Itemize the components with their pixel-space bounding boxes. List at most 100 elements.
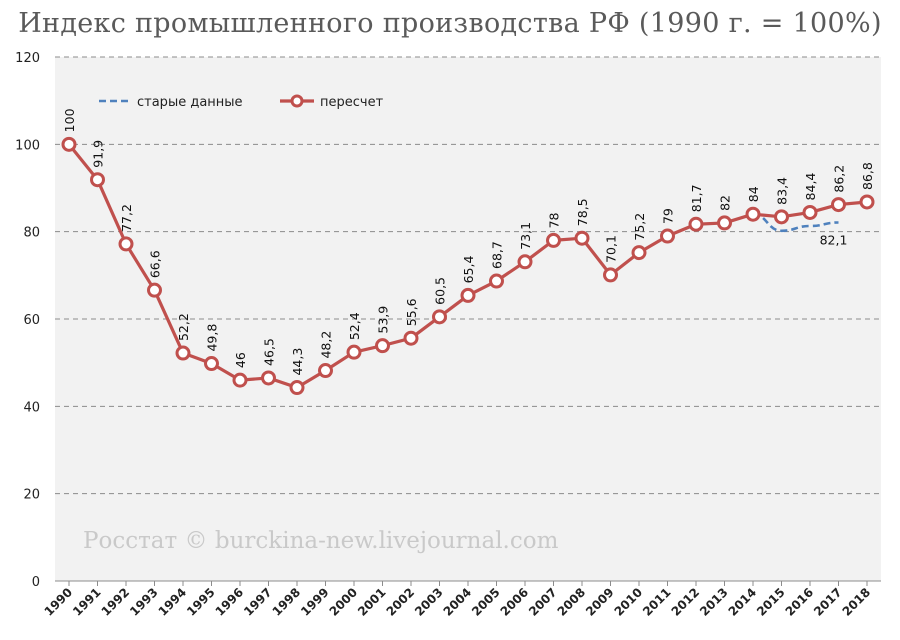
x-tick-label: 2012 (669, 585, 703, 619)
data-label-2005: 68,7 (490, 241, 505, 269)
x-tick-label: 2015 (754, 585, 788, 619)
y-axis-ticks: 0 20 40 60 80 100 120 (15, 51, 40, 590)
data-label-2018: 86,8 (860, 162, 875, 190)
data-label-2010: 75,2 (632, 213, 647, 241)
data-label-2015: 83,4 (775, 177, 790, 205)
x-tick-label: 2005 (469, 585, 503, 619)
legend-label-old: старые данные (137, 95, 243, 110)
data-label-1993: 66,6 (148, 250, 163, 278)
x-tick-label: 2007 (526, 585, 560, 619)
data-point-1993 (147, 282, 162, 298)
data-point-1995 (204, 356, 219, 372)
x-tick-label: 1995 (184, 585, 218, 619)
x-tick-label: 2011 (640, 585, 674, 619)
data-point-2008 (574, 230, 590, 246)
data-point-2012 (688, 216, 704, 232)
x-tick-label: 1993 (127, 585, 161, 619)
data-label-2013: 82 (718, 195, 733, 211)
data-label-1998: 44,3 (290, 348, 305, 376)
y-tick-label: 0 (32, 575, 40, 590)
data-point-2015 (774, 209, 789, 225)
data-point-2016 (802, 204, 818, 220)
y-tick-label: 80 (23, 226, 40, 241)
data-label-1995: 49,8 (205, 324, 220, 352)
data-label-2001: 53,9 (376, 306, 391, 334)
data-label-2016: 84,4 (803, 173, 818, 201)
data-point-1997 (261, 370, 276, 386)
y-tick-label: 100 (15, 138, 40, 153)
x-tick-label: 1999 (298, 585, 332, 619)
legend-marker-main (290, 94, 304, 108)
data-label-1996: 46 (233, 352, 248, 368)
data-point-2014 (745, 206, 761, 222)
data-label-2006: 73,1 (518, 222, 533, 250)
data-point-1996 (232, 372, 248, 388)
data-point-2000 (346, 344, 362, 360)
data-point-2005 (489, 273, 504, 289)
x-tick-label: 1998 (270, 585, 304, 619)
data-point-2011 (660, 228, 675, 244)
data-point-1994 (175, 345, 191, 361)
data-point-1999 (318, 363, 333, 379)
data-point-2013 (717, 215, 732, 231)
data-label-1991: 91,9 (91, 140, 106, 168)
legend: старые данные пересчет (99, 94, 384, 110)
chart-title: Индекс промышленного производства РФ (19… (18, 8, 882, 39)
x-tick-label: 2003 (412, 585, 446, 619)
x-tick-label: 2013 (697, 585, 731, 619)
data-label-2004: 65,4 (461, 256, 476, 284)
data-point-2001 (375, 338, 390, 354)
data-label-2012: 81,7 (689, 184, 704, 212)
data-label-2000: 52,4 (347, 312, 362, 340)
x-axis-ticks: 1990199119921993199419951996199719981999… (42, 581, 874, 619)
x-tick-label: 2004 (441, 585, 475, 619)
data-label-2002: 55,6 (404, 298, 419, 326)
data-label-1999: 48,2 (319, 331, 334, 359)
data-label-2003: 60,5 (433, 277, 448, 305)
y-tick-label: 60 (23, 313, 40, 328)
x-tick-label: 2010 (612, 585, 646, 619)
data-label-2009: 70,1 (604, 235, 619, 263)
data-point-1990 (61, 136, 77, 152)
x-tick-label: 1991 (70, 585, 104, 619)
legend-label-main: пересчет (320, 95, 384, 110)
x-tick-label: 2008 (555, 585, 589, 619)
data-labels: 82,1 100 91,9 77,2 66,6 52,2 49,8 46 46,5 44,3 48,… (62, 108, 875, 375)
x-tick-label: 2014 (726, 585, 760, 619)
data-label-2011: 79 (661, 208, 676, 224)
watermark: Росстат © burckina-new.livejournal.com (83, 528, 559, 554)
data-label-1992: 77,2 (119, 204, 134, 232)
x-tick-label: 1996 (213, 585, 247, 619)
x-tick-label: 2001 (355, 585, 389, 619)
data-label-old-2017: 82,1 (820, 232, 848, 247)
data-label-1997: 46,5 (262, 338, 277, 366)
data-label-2017: 86,2 (832, 165, 847, 193)
data-point-2003 (432, 309, 447, 325)
x-tick-label: 2006 (498, 585, 532, 619)
data-point-2010 (631, 245, 647, 261)
x-tick-label: 2016 (783, 585, 817, 619)
data-label-1994: 52,2 (176, 313, 191, 341)
x-tick-label: 1992 (99, 585, 133, 619)
data-point-1991 (90, 172, 105, 188)
data-label-1990: 100 (62, 108, 77, 132)
x-tick-label: 2002 (384, 585, 418, 619)
y-tick-label: 120 (15, 51, 40, 66)
data-point-2002 (403, 330, 419, 346)
data-point-2018 (859, 194, 875, 210)
data-point-1998 (289, 380, 305, 396)
y-tick-label: 20 (23, 488, 40, 503)
x-tick-label: 2017 (811, 585, 845, 619)
x-tick-label: 1990 (42, 585, 76, 619)
data-point-2009 (603, 267, 618, 283)
x-tick-label: 2018 (840, 585, 874, 619)
x-tick-label: 1994 (156, 585, 190, 619)
x-tick-label: 2000 (327, 585, 361, 619)
data-point-2006 (517, 254, 533, 270)
y-tick-label: 40 (23, 400, 40, 415)
data-point-2007 (546, 232, 561, 248)
data-point-2004 (460, 287, 476, 303)
series-layer (61, 136, 875, 396)
series-line-старые данные (752, 212, 839, 233)
